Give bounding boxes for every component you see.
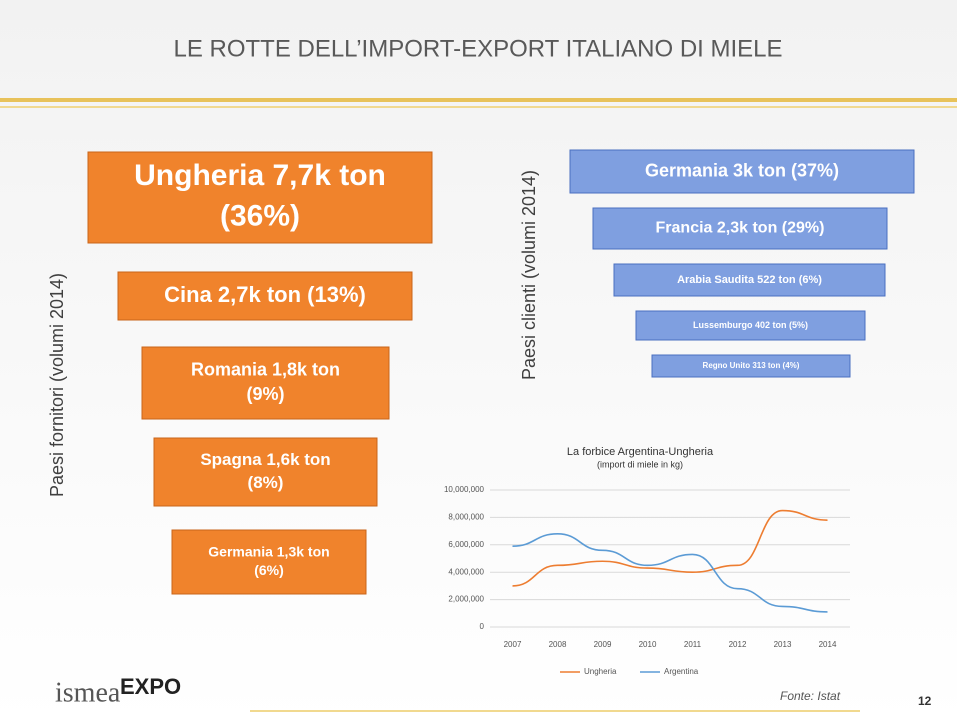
box-text: (9%)	[246, 384, 284, 404]
legend-label: Argentina	[664, 667, 699, 676]
box-text: Spagna 1,6k ton	[200, 450, 330, 469]
suppliers-label: Paesi fornitori (volumi 2014)	[47, 273, 67, 497]
x-tick-label: 2011	[684, 640, 702, 649]
y-tick-label: 6,000,000	[448, 540, 484, 549]
y-tick-label: 8,000,000	[448, 513, 484, 522]
rule	[0, 106, 957, 108]
box-text: Germania 1,3k ton	[208, 543, 329, 559]
series-line	[512, 533, 828, 613]
x-tick-label: 2013	[774, 640, 792, 649]
logo: ismea	[55, 677, 121, 708]
country-box	[651, 354, 851, 378]
y-tick-label: 0	[480, 622, 485, 631]
country-box	[592, 207, 888, 250]
chart-subtitle: (import di miele in kg)	[597, 459, 683, 469]
box-text: (36%)	[220, 200, 300, 233]
box-text: Germania 3k ton (37%)	[645, 160, 839, 180]
x-tick-label: 2010	[639, 640, 657, 649]
x-tick-label: 2008	[549, 640, 567, 649]
box-text: Cina 2,7k ton (13%)	[164, 282, 366, 307]
y-tick-label: 2,000,000	[448, 595, 484, 604]
country-box	[569, 149, 915, 194]
page-number: 12	[918, 694, 932, 708]
box-text: Lussemburgo 402 ton (5%)	[693, 320, 808, 330]
y-tick-label: 4,000,000	[448, 567, 484, 576]
box-text: Regno Unito 313 ton (4%)	[703, 361, 800, 370]
box-text: Francia 2,3k ton (29%)	[656, 220, 825, 237]
box-text: Arabia Saudita 522 ton (6%)	[677, 274, 822, 286]
clients-label: Paesi clienti (volumi 2014)	[519, 170, 539, 380]
country-box	[117, 271, 413, 321]
x-tick-label: 2012	[729, 640, 747, 649]
slide-title: LE ROTTE DELL’IMPORT-EXPORT ITALIANO DI …	[173, 35, 782, 62]
y-tick-label: 10,000,000	[444, 485, 485, 494]
chart-title: La forbice Argentina-Ungheria	[567, 446, 714, 458]
country-box	[153, 437, 378, 507]
expo-logo: EXPO	[120, 674, 181, 699]
country-box	[635, 310, 866, 341]
box-text: Ungheria 7,7k ton	[134, 159, 386, 192]
country-box	[171, 529, 367, 595]
line-chart: La forbice Argentina-Ungheria(import di …	[444, 446, 850, 676]
boxes: Ungheria 7,7k ton (36%) Cina 2,7k ton (13%…	[87, 149, 915, 595]
series-line	[512, 509, 828, 587]
source: Fonte: Istat	[780, 689, 841, 703]
box-text: (6%)	[254, 562, 284, 578]
box-text: (8%)	[248, 473, 284, 492]
x-tick-label: 2014	[819, 640, 837, 649]
x-tick-label: 2007	[504, 640, 522, 649]
box-text: Romania 1,8k ton	[191, 360, 340, 380]
country-box	[141, 346, 390, 420]
country-box	[87, 151, 433, 244]
x-tick-label: 2009	[594, 640, 612, 649]
legend-label: Ungheria	[584, 667, 617, 676]
rule	[0, 98, 957, 102]
rule	[250, 710, 860, 712]
country-box	[613, 263, 886, 297]
